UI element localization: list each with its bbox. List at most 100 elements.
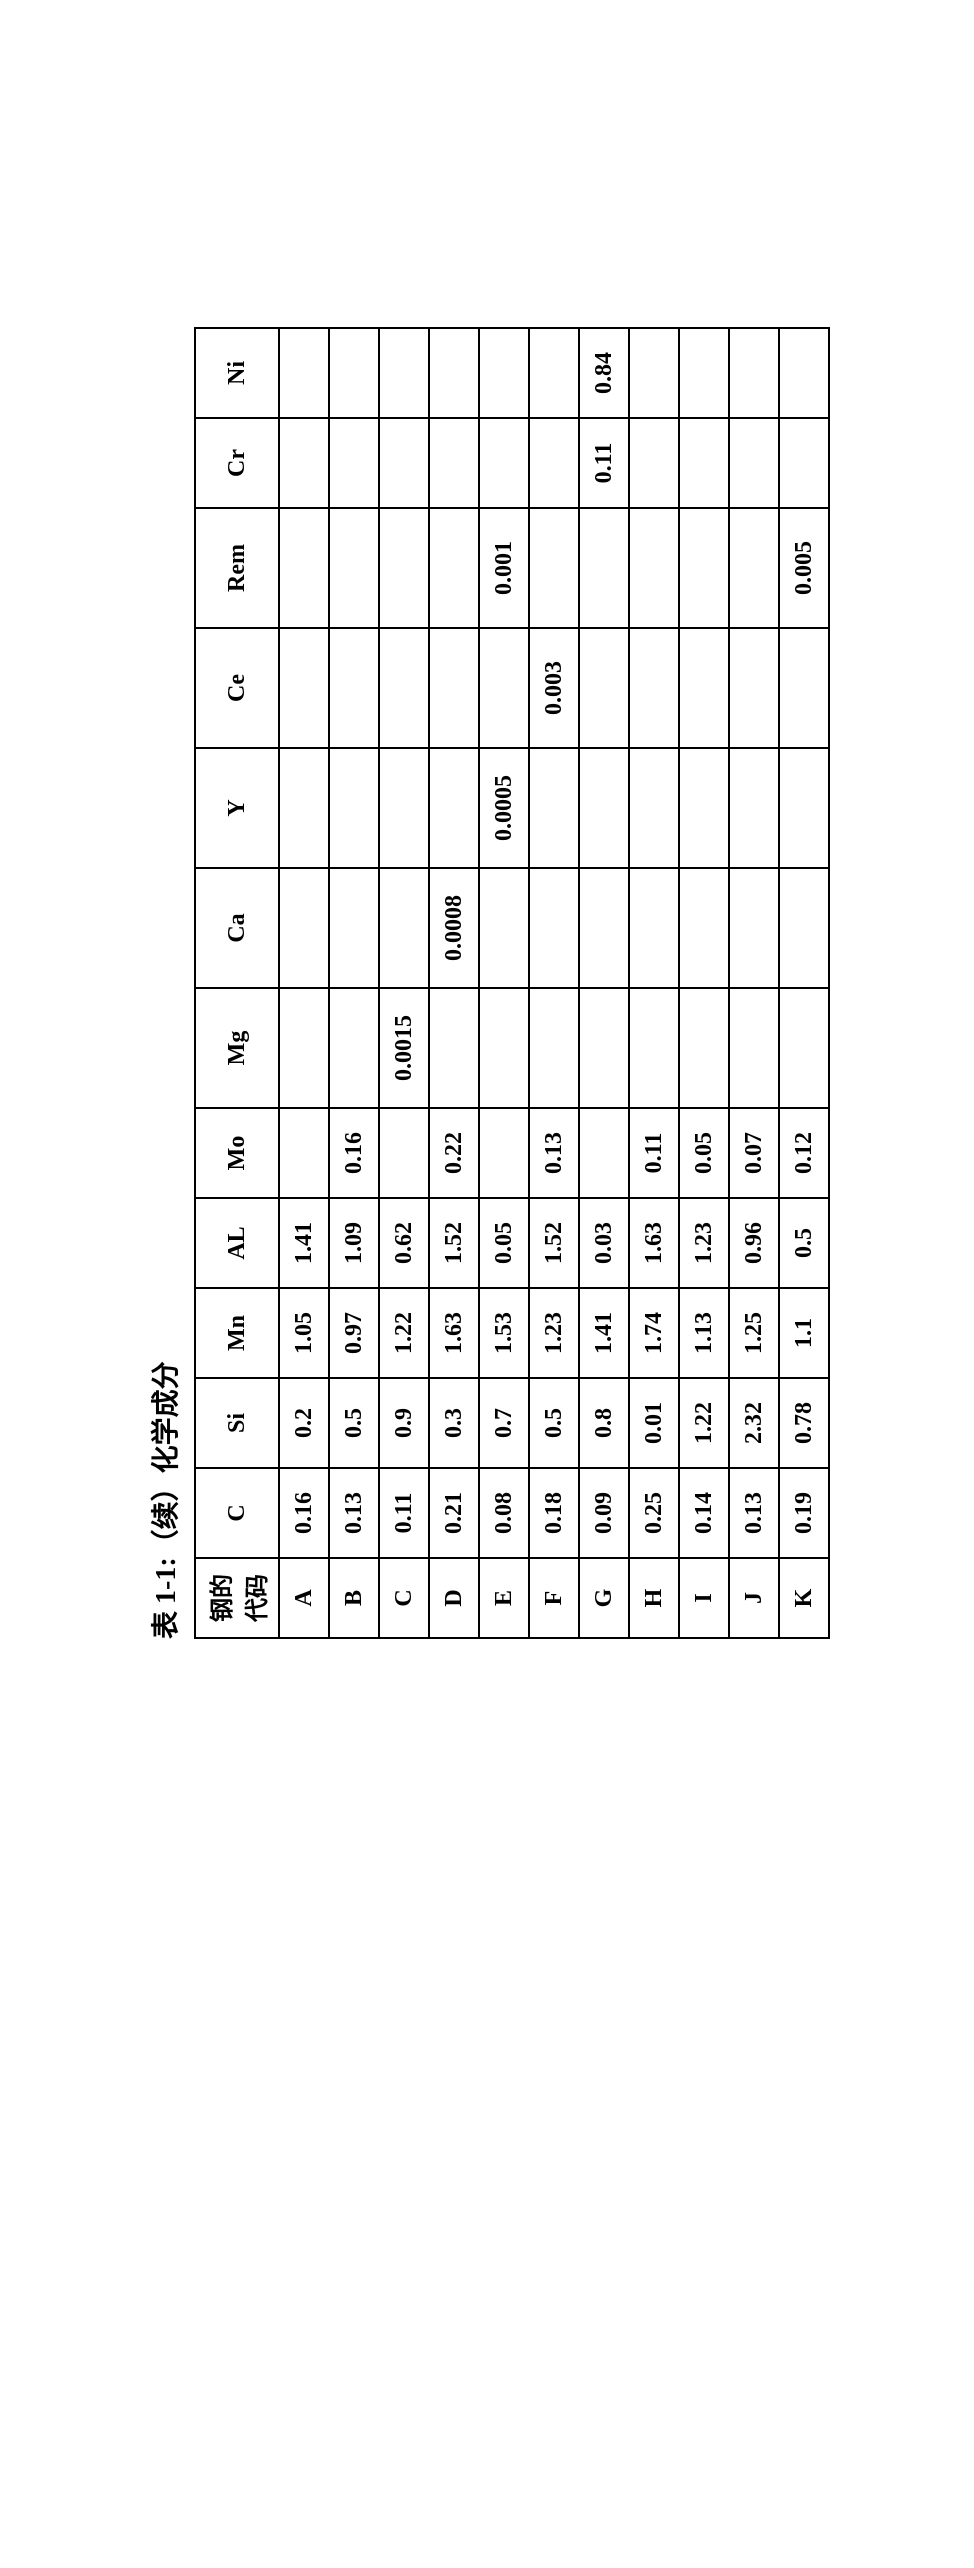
cell-Ca <box>779 868 829 988</box>
cell-Rem <box>629 508 679 628</box>
header-code: 钢的 代码 <box>195 1558 279 1638</box>
cell-AL: 0.5 <box>779 1198 829 1288</box>
cell-Ca <box>629 868 679 988</box>
cell-C: 0.11 <box>379 1468 429 1558</box>
cell-Rem <box>679 508 729 628</box>
cell-Mo <box>279 1108 329 1198</box>
cell-Mn: 1.41 <box>579 1288 629 1378</box>
cell-Rem <box>579 508 629 628</box>
cell-code: B <box>329 1558 379 1638</box>
cell-Ce <box>479 628 529 748</box>
cell-Mn: 1.74 <box>629 1288 679 1378</box>
cell-Mo <box>579 1108 629 1198</box>
header-Si: Si <box>195 1378 279 1468</box>
cell-Ce: 0.003 <box>529 628 579 748</box>
cell-Y <box>529 748 579 868</box>
cell-Ca <box>379 868 429 988</box>
cell-Cr <box>779 418 829 508</box>
cell-Mn: 1.22 <box>379 1288 429 1378</box>
cell-code: H <box>629 1558 679 1638</box>
cell-Mo: 0.12 <box>779 1108 829 1198</box>
cell-Si: 0.01 <box>629 1378 679 1468</box>
cell-Y: 0.0005 <box>479 748 529 868</box>
cell-Rem <box>529 508 579 628</box>
table-row: H0.250.011.741.630.11 <box>629 328 679 1638</box>
cell-Mn: 1.1 <box>779 1288 829 1378</box>
cell-Si: 2.32 <box>729 1378 779 1468</box>
cell-AL: 0.03 <box>579 1198 629 1288</box>
cell-Ca <box>679 868 729 988</box>
cell-Si: 0.78 <box>779 1378 829 1468</box>
cell-code: J <box>729 1558 779 1638</box>
cell-Ca <box>729 868 779 988</box>
cell-C: 0.16 <box>279 1468 329 1558</box>
header-Mo: Mo <box>195 1108 279 1198</box>
cell-code: G <box>579 1558 629 1638</box>
table-row: K0.190.781.10.50.120.005 <box>779 328 829 1638</box>
cell-Cr <box>379 418 429 508</box>
cell-Ni <box>679 328 729 418</box>
cell-code: D <box>429 1558 479 1638</box>
cell-AL: 1.52 <box>429 1198 479 1288</box>
cell-Mg <box>329 988 379 1108</box>
header-code-line1: 钢的 <box>210 1574 236 1622</box>
table-row: F0.180.51.231.520.130.003 <box>529 328 579 1638</box>
header-Mn: Mn <box>195 1288 279 1378</box>
cell-Si: 0.7 <box>479 1378 529 1468</box>
cell-code: A <box>279 1558 329 1638</box>
cell-Ce <box>579 628 629 748</box>
cell-Mn: 0.97 <box>329 1288 379 1378</box>
cell-Rem: 0.005 <box>779 508 829 628</box>
cell-AL: 0.96 <box>729 1198 779 1288</box>
table-row: B0.130.50.971.090.16 <box>329 328 379 1638</box>
cell-Y <box>579 748 629 868</box>
cell-Cr <box>729 418 779 508</box>
cell-Cr <box>679 418 729 508</box>
cell-Y <box>279 748 329 868</box>
cell-code: E <box>479 1558 529 1638</box>
cell-Mn: 1.05 <box>279 1288 329 1378</box>
cell-AL: 0.62 <box>379 1198 429 1288</box>
cell-Mo <box>479 1108 529 1198</box>
cell-Mg <box>479 988 529 1108</box>
cell-Mn: 1.53 <box>479 1288 529 1378</box>
cell-Ni: 0.84 <box>579 328 629 418</box>
cell-Ce <box>279 628 329 748</box>
cell-Cr <box>429 418 479 508</box>
cell-Mo: 0.22 <box>429 1108 479 1198</box>
table-row: A0.160.21.051.41 <box>279 328 329 1638</box>
table-row: D0.210.31.631.520.220.0008 <box>429 328 479 1638</box>
cell-Mg <box>629 988 679 1108</box>
table-body: A0.160.21.051.41B0.130.50.971.090.16C0.1… <box>279 328 829 1638</box>
cell-Ca <box>529 868 579 988</box>
cell-AL: 0.05 <box>479 1198 529 1288</box>
cell-Si: 0.9 <box>379 1378 429 1468</box>
cell-Cr <box>529 418 579 508</box>
cell-Rem <box>429 508 479 628</box>
cell-Si: 0.2 <box>279 1378 329 1468</box>
cell-Mn: 1.63 <box>429 1288 479 1378</box>
cell-AL: 1.52 <box>529 1198 579 1288</box>
cell-Ni <box>379 328 429 418</box>
cell-Y <box>329 748 379 868</box>
header-Ca: Ca <box>195 868 279 988</box>
cell-Si: 0.3 <box>429 1378 479 1468</box>
cell-Ca <box>579 868 629 988</box>
cell-Mo: 0.13 <box>529 1108 579 1198</box>
table-row: I0.141.221.131.230.05 <box>679 328 729 1638</box>
cell-C: 0.14 <box>679 1468 729 1558</box>
cell-Si: 0.5 <box>329 1378 379 1468</box>
table-row: C0.110.91.220.620.0015 <box>379 328 429 1638</box>
cell-Cr <box>629 418 679 508</box>
cell-Ce <box>679 628 729 748</box>
cell-Y <box>629 748 679 868</box>
cell-AL: 1.23 <box>679 1198 729 1288</box>
cell-Rem: 0.001 <box>479 508 529 628</box>
rotated-container: 表 1-1:（续）化学成分 钢的 代码 CSiMnALMoMgCaYCeRemC… <box>144 327 830 1639</box>
cell-Mo: 0.07 <box>729 1108 779 1198</box>
cell-Ce <box>779 628 829 748</box>
cell-Mn: 1.23 <box>529 1288 579 1378</box>
header-C: C <box>195 1468 279 1558</box>
cell-code: C <box>379 1558 429 1638</box>
cell-Mo <box>379 1108 429 1198</box>
